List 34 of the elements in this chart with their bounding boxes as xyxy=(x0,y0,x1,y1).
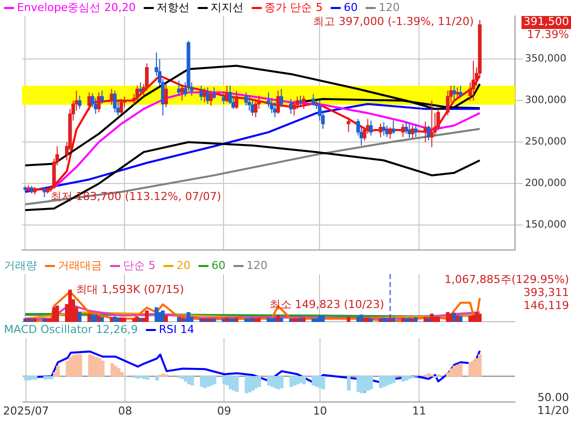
text: 17.39% xyxy=(527,28,569,41)
annotation: 최고 397,000 (-1.39%, 11/20) xyxy=(313,14,474,28)
text: 146,119 xyxy=(524,298,569,312)
legend-label: 20 xyxy=(176,258,190,272)
y-tick-label: 300,000 xyxy=(525,95,566,106)
text: 391,500 xyxy=(524,14,569,28)
legend-title: MACD Oscillator 12,26,9 xyxy=(4,322,138,336)
text: 1,067,885주(129.95%) xyxy=(444,272,569,286)
legend-label: 단순 5 xyxy=(123,258,156,272)
x-tick-label: 09 xyxy=(217,404,232,418)
legend-label: 60 xyxy=(344,0,358,14)
annotation: 최대 1,593K (07/15) xyxy=(76,282,184,296)
x-tick-label: 2025/07 xyxy=(3,404,49,418)
legend-label: 종가 단순 5 xyxy=(264,0,323,14)
legend-label: 120 xyxy=(378,0,400,14)
legend-label: 120 xyxy=(246,258,268,272)
legend-label: 지지선 xyxy=(210,0,244,14)
legend-label: 저항선 xyxy=(156,0,190,14)
legend-label: RSI 14 xyxy=(158,322,194,336)
annotation: 최소 149,823 (10/23) xyxy=(269,298,384,311)
legend-label: 거래대금 xyxy=(58,258,102,272)
x-tick-label: 11 xyxy=(412,404,426,418)
y-tick-label: 150,000 xyxy=(525,220,566,231)
text: 50.00 xyxy=(538,390,569,404)
legend-label: Envelope중심선 20,20 xyxy=(17,0,136,14)
legend-label: 60 xyxy=(211,258,226,272)
text: 11/20 xyxy=(537,404,569,417)
x-tick-label: 08 xyxy=(118,404,132,418)
text: 393,311 xyxy=(524,286,569,299)
y-tick-label: 250,000 xyxy=(525,136,566,148)
legend-title: 거래량 xyxy=(4,258,37,272)
y-tick-label: 350,000 xyxy=(525,54,566,65)
x-tick-label: 10 xyxy=(313,404,328,418)
y-tick-label: 200,000 xyxy=(525,178,566,190)
